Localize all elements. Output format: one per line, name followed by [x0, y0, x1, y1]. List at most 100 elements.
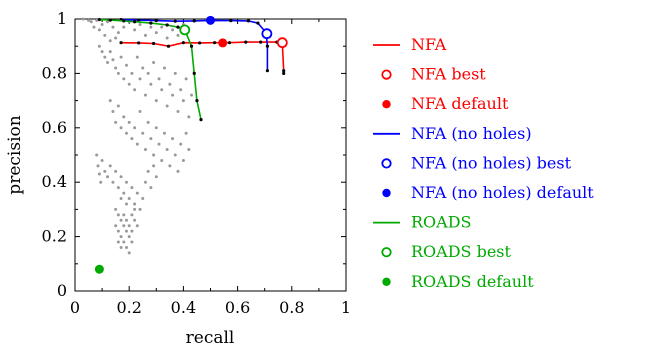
- x-tick-label: 0: [70, 298, 80, 317]
- background-point: [103, 33, 107, 37]
- background-point: [114, 36, 118, 40]
- legend-best-swatch: [381, 69, 392, 80]
- background-point: [187, 148, 191, 152]
- background-point: [146, 71, 150, 75]
- background-point: [103, 55, 107, 59]
- background-point: [119, 245, 123, 249]
- background-point: [122, 224, 126, 228]
- best-marker: [179, 24, 191, 36]
- x-tick-label: 0.4: [171, 298, 196, 317]
- background-point: [122, 115, 126, 119]
- background-point: [149, 25, 153, 29]
- background-point: [97, 172, 101, 176]
- background-point: [119, 197, 123, 201]
- series-layer: [94, 15, 288, 274]
- background-point: [122, 25, 126, 29]
- background-point: [108, 164, 112, 168]
- background-point: [135, 55, 139, 59]
- background-point: [152, 153, 156, 157]
- background-point: [111, 180, 115, 184]
- background-point: [171, 93, 175, 97]
- background-point: [176, 169, 180, 173]
- series-vertex-point: [122, 19, 126, 23]
- best-marker: [261, 28, 273, 40]
- series-vertex-point: [137, 18, 141, 22]
- background-point: [100, 22, 104, 26]
- background-point: [143, 93, 147, 97]
- background-point: [135, 142, 139, 146]
- background-point: [176, 33, 180, 37]
- background-point: [133, 126, 137, 130]
- background-point: [103, 169, 107, 173]
- series-vertex-point: [199, 118, 203, 122]
- background-point: [143, 33, 147, 37]
- series-vertex-point: [195, 99, 199, 103]
- background-point: [157, 142, 161, 146]
- background-point: [122, 191, 126, 195]
- x-axis-label: recall: [186, 328, 235, 348]
- background-point: [122, 77, 126, 81]
- default-marker: [206, 15, 215, 25]
- background-point: [130, 229, 134, 233]
- legend-label: NFA (no holes) default: [411, 183, 594, 202]
- background-point: [149, 137, 153, 141]
- background-point: [160, 158, 164, 162]
- background-point: [87, 18, 91, 22]
- default-marker: [94, 264, 104, 274]
- background-point: [116, 240, 120, 244]
- background-point: [119, 235, 123, 239]
- background-point: [133, 28, 137, 32]
- background-point: [162, 131, 166, 135]
- background-point: [130, 240, 134, 244]
- series-vertex-point: [265, 44, 270, 48]
- background-point: [124, 218, 128, 222]
- background-point: [116, 229, 120, 233]
- series-line: [99, 18, 202, 120]
- background-point: [124, 131, 128, 135]
- background-point: [111, 58, 115, 62]
- series-vertex-point: [151, 41, 156, 46]
- background-point: [100, 50, 104, 54]
- background-point: [171, 137, 175, 141]
- background-point: [119, 218, 123, 222]
- series-vertex-point: [108, 18, 112, 22]
- legend-label: ROADS default: [411, 272, 534, 291]
- background-point: [135, 224, 139, 228]
- background-point: [138, 22, 142, 26]
- y-tick-label: 0.4: [42, 172, 67, 191]
- background-point: [122, 213, 126, 217]
- background-point: [154, 126, 158, 130]
- background-point: [152, 164, 156, 168]
- background-point: [141, 66, 145, 70]
- series-vertex-point: [229, 19, 233, 23]
- series-vertex-point: [259, 40, 263, 44]
- background-point: [108, 99, 112, 103]
- y-tick-label: 0: [57, 281, 67, 300]
- series-vertex-point: [173, 19, 177, 23]
- background-point: [154, 99, 158, 103]
- background-point: [138, 207, 142, 211]
- background-point: [154, 31, 158, 35]
- series-vertex-point: [282, 69, 286, 73]
- background-point: [173, 71, 177, 75]
- background-point: [171, 28, 175, 32]
- background-point: [173, 153, 177, 157]
- background-point: [127, 224, 131, 228]
- background-point: [127, 251, 131, 255]
- plot-frame: 0 0.2 0.4 0.6 0.8 1 0 0.2 0.4 0.6 0.8 1: [42, 9, 352, 317]
- background-point: [146, 169, 150, 173]
- background-point: [165, 148, 169, 152]
- series-vertex-point: [198, 41, 202, 45]
- background-point: [130, 137, 134, 141]
- background-point: [124, 202, 128, 206]
- legend-default-swatch: [382, 277, 391, 286]
- background-point: [160, 88, 164, 92]
- background-point: [133, 207, 137, 211]
- background-point: [116, 31, 120, 35]
- legend-default-swatch: [382, 188, 391, 198]
- background-point: [181, 99, 185, 103]
- background-point: [130, 186, 134, 190]
- background-point: [119, 55, 123, 59]
- background-point: [100, 158, 104, 162]
- y-tick-label: 0.2: [42, 227, 67, 246]
